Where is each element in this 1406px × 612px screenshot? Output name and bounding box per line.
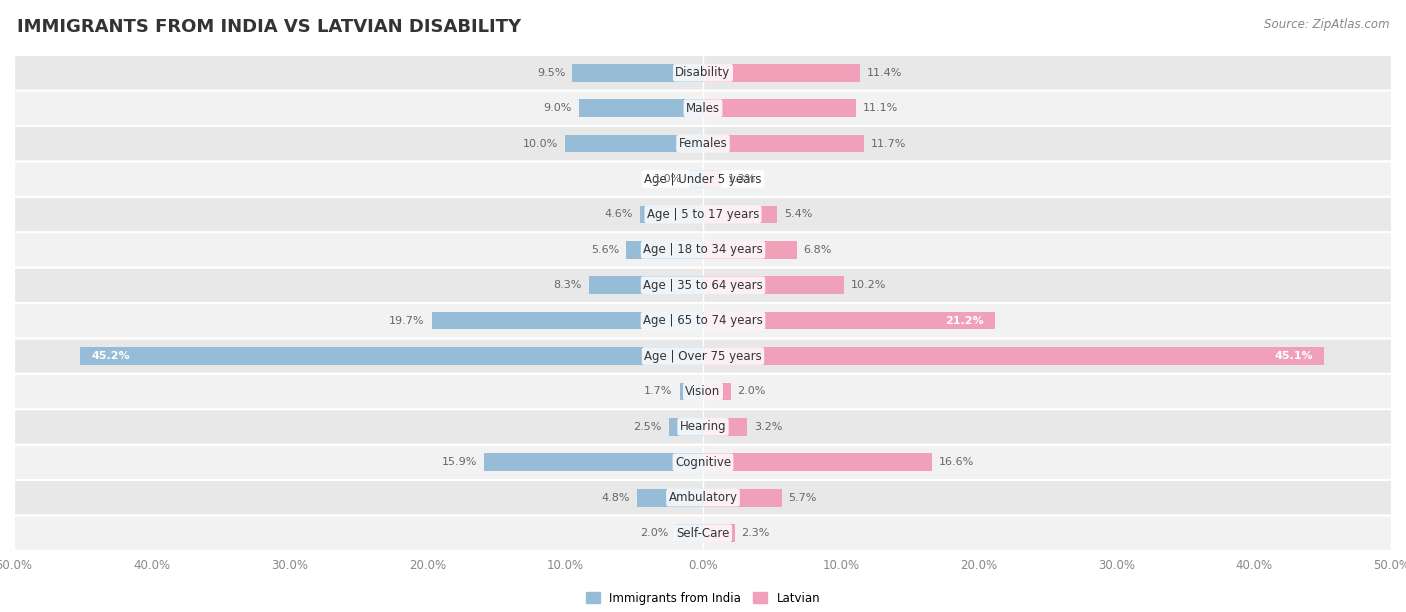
FancyBboxPatch shape bbox=[14, 91, 1392, 126]
Bar bbox=[626, 241, 703, 259]
Bar bbox=[637, 489, 703, 507]
Bar bbox=[703, 170, 721, 188]
FancyBboxPatch shape bbox=[14, 480, 1392, 515]
Legend: Immigrants from India, Latvian: Immigrants from India, Latvian bbox=[581, 587, 825, 610]
Text: 5.7%: 5.7% bbox=[789, 493, 817, 502]
Text: Age | 35 to 64 years: Age | 35 to 64 years bbox=[643, 278, 763, 292]
FancyBboxPatch shape bbox=[14, 444, 1392, 480]
Text: 1.0%: 1.0% bbox=[654, 174, 682, 184]
Text: 1.7%: 1.7% bbox=[644, 386, 672, 397]
Text: 16.6%: 16.6% bbox=[939, 457, 974, 468]
Text: 1.3%: 1.3% bbox=[728, 174, 756, 184]
FancyBboxPatch shape bbox=[14, 55, 1392, 91]
Text: 2.3%: 2.3% bbox=[741, 528, 770, 538]
Text: Ambulatory: Ambulatory bbox=[668, 491, 738, 504]
FancyBboxPatch shape bbox=[14, 267, 1392, 303]
Bar bbox=[703, 206, 778, 223]
Bar bbox=[589, 277, 703, 294]
Text: Hearing: Hearing bbox=[679, 420, 727, 433]
Bar bbox=[675, 524, 703, 542]
Bar bbox=[703, 347, 1324, 365]
FancyBboxPatch shape bbox=[14, 196, 1392, 232]
Bar bbox=[703, 277, 844, 294]
FancyBboxPatch shape bbox=[14, 374, 1392, 409]
Bar bbox=[703, 64, 860, 81]
FancyBboxPatch shape bbox=[14, 162, 1392, 196]
Bar bbox=[703, 382, 731, 400]
Text: 15.9%: 15.9% bbox=[441, 457, 477, 468]
Text: Age | 5 to 17 years: Age | 5 to 17 years bbox=[647, 208, 759, 221]
Bar bbox=[80, 347, 703, 365]
Bar bbox=[432, 312, 703, 329]
Text: 11.4%: 11.4% bbox=[868, 68, 903, 78]
Text: 9.5%: 9.5% bbox=[537, 68, 565, 78]
Text: 2.0%: 2.0% bbox=[640, 528, 669, 538]
Text: 19.7%: 19.7% bbox=[389, 316, 425, 326]
Text: Age | Under 5 years: Age | Under 5 years bbox=[644, 173, 762, 185]
Text: 11.1%: 11.1% bbox=[863, 103, 898, 113]
Text: 4.8%: 4.8% bbox=[602, 493, 630, 502]
Bar bbox=[703, 418, 747, 436]
Text: Vision: Vision bbox=[685, 385, 721, 398]
Bar bbox=[703, 312, 995, 329]
Bar bbox=[669, 418, 703, 436]
FancyBboxPatch shape bbox=[14, 338, 1392, 374]
Bar bbox=[640, 206, 703, 223]
Text: 10.0%: 10.0% bbox=[523, 138, 558, 149]
Text: 6.8%: 6.8% bbox=[804, 245, 832, 255]
FancyBboxPatch shape bbox=[14, 409, 1392, 444]
Bar bbox=[703, 489, 782, 507]
Text: 2.5%: 2.5% bbox=[633, 422, 662, 432]
Text: Males: Males bbox=[686, 102, 720, 114]
FancyBboxPatch shape bbox=[14, 303, 1392, 338]
Bar bbox=[703, 135, 865, 152]
FancyBboxPatch shape bbox=[14, 515, 1392, 551]
Text: Source: ZipAtlas.com: Source: ZipAtlas.com bbox=[1264, 18, 1389, 31]
Bar bbox=[484, 453, 703, 471]
Bar bbox=[579, 99, 703, 117]
Text: 21.2%: 21.2% bbox=[945, 316, 984, 326]
FancyBboxPatch shape bbox=[14, 232, 1392, 267]
Text: 8.3%: 8.3% bbox=[554, 280, 582, 290]
Text: Age | Over 75 years: Age | Over 75 years bbox=[644, 349, 762, 362]
Bar bbox=[703, 241, 797, 259]
Text: 11.7%: 11.7% bbox=[872, 138, 907, 149]
Text: Age | 18 to 34 years: Age | 18 to 34 years bbox=[643, 244, 763, 256]
Text: 9.0%: 9.0% bbox=[544, 103, 572, 113]
Bar bbox=[565, 135, 703, 152]
Text: 45.2%: 45.2% bbox=[91, 351, 129, 361]
Bar bbox=[703, 99, 856, 117]
Text: 4.6%: 4.6% bbox=[605, 209, 633, 220]
Text: Disability: Disability bbox=[675, 66, 731, 80]
FancyBboxPatch shape bbox=[14, 126, 1392, 162]
Text: Females: Females bbox=[679, 137, 727, 150]
Text: Cognitive: Cognitive bbox=[675, 456, 731, 469]
Bar bbox=[689, 170, 703, 188]
Bar bbox=[679, 382, 703, 400]
Text: 5.6%: 5.6% bbox=[591, 245, 619, 255]
Bar bbox=[703, 453, 932, 471]
Bar bbox=[703, 524, 735, 542]
Text: 5.4%: 5.4% bbox=[785, 209, 813, 220]
Text: Self-Care: Self-Care bbox=[676, 526, 730, 540]
Text: 3.2%: 3.2% bbox=[754, 422, 782, 432]
Text: Age | 65 to 74 years: Age | 65 to 74 years bbox=[643, 314, 763, 327]
Bar bbox=[572, 64, 703, 81]
Text: 45.1%: 45.1% bbox=[1275, 351, 1313, 361]
Text: 10.2%: 10.2% bbox=[851, 280, 886, 290]
Text: IMMIGRANTS FROM INDIA VS LATVIAN DISABILITY: IMMIGRANTS FROM INDIA VS LATVIAN DISABIL… bbox=[17, 18, 522, 36]
Text: 2.0%: 2.0% bbox=[738, 386, 766, 397]
